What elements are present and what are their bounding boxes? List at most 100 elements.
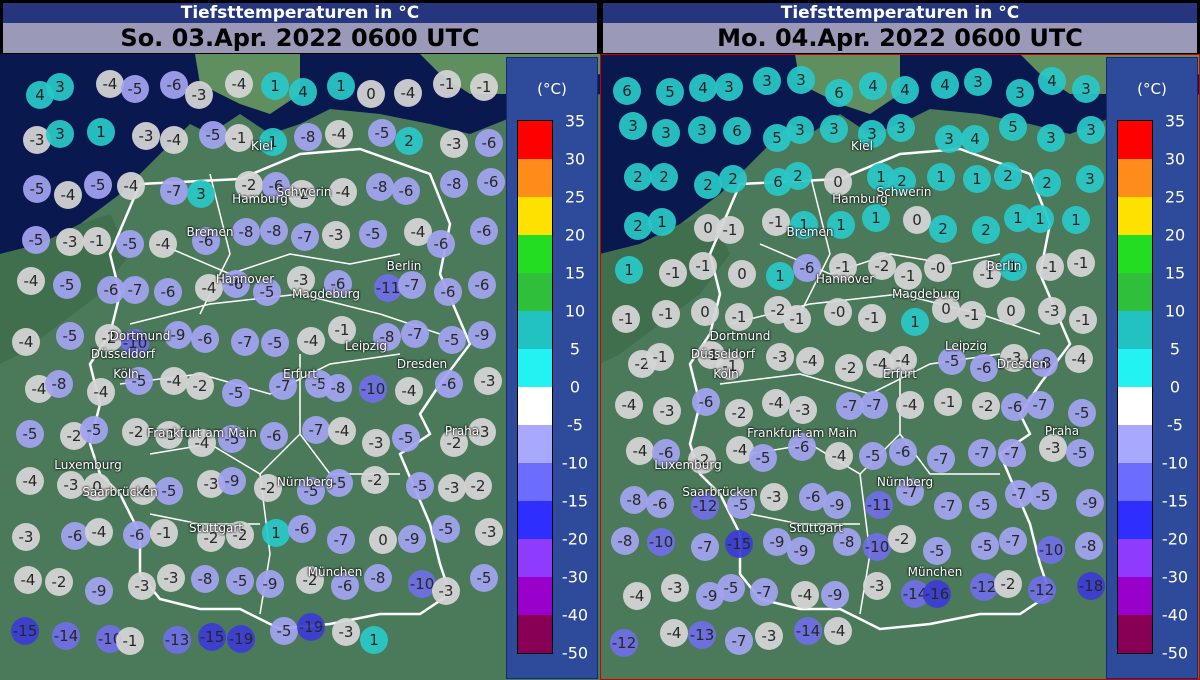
station-value: -7 (1005, 480, 1033, 508)
station-value: 1 (1062, 206, 1090, 234)
legend-label: 10 (564, 301, 586, 321)
station-value: -8 (373, 323, 401, 351)
city-label: Erfurt (283, 367, 317, 381)
station-value: 1 (827, 211, 855, 239)
station-value: -3 (755, 622, 783, 650)
station-value: -7 (896, 478, 924, 506)
city-label: Stuttgart (189, 521, 243, 535)
station-value: 3 (820, 115, 848, 143)
station-value: -1 (783, 305, 811, 333)
station-value: -14 (794, 617, 822, 645)
station-value: -0 (824, 298, 852, 326)
panel-title: Tiefsttemperaturen in °C (603, 3, 1197, 23)
station-value: 1 (1026, 205, 1054, 233)
station-value: -8 (45, 370, 73, 398)
station-value: -1 (973, 260, 1001, 288)
station-value: -4 (297, 327, 325, 355)
station-value: -10 (359, 375, 387, 403)
station-value: -4 (12, 328, 40, 356)
station-value: -16 (923, 580, 951, 608)
legend-unit: (°C) (537, 80, 567, 98)
city-label: Hannover (215, 272, 275, 286)
station-value: 3 (753, 67, 781, 95)
station-value: -2 (688, 446, 716, 474)
station-value: -10 (647, 528, 675, 556)
station-value: -7 (999, 527, 1027, 555)
station-value: -8 (1030, 349, 1058, 377)
station-value: -6 (331, 572, 359, 600)
station-value: 3 (715, 73, 743, 101)
station-value: -7 (860, 391, 888, 419)
station-value: -5 (121, 75, 149, 103)
station-value: -3 (332, 618, 360, 646)
station-value: -6 (470, 217, 498, 245)
station-value: 5 (656, 78, 684, 106)
station-value: 3 (688, 116, 716, 144)
station-value: 3 (786, 116, 814, 144)
station-value: -15 (725, 530, 753, 558)
station-value: -12 (1028, 576, 1056, 604)
station-value: -2 (235, 171, 263, 199)
station-value: -2 (361, 466, 389, 494)
station-value: -5 (218, 425, 246, 453)
station-layer: 4 3 -4 -5 -6 -3 -4 1 4 1 0 -4 -1 -1 -3 3 1 -3 -4 -5 -1 1 -8 -4-… (0, 54, 600, 680)
station-value: 0 (728, 260, 756, 288)
station-value: 0 (997, 297, 1025, 325)
station-value: -5 (23, 175, 51, 203)
station-value: -5 (222, 379, 250, 407)
station-value: -4 (325, 120, 353, 148)
city-label: Nürnberg (876, 475, 934, 489)
station-value: 3 (46, 73, 74, 101)
station-value: 0 (357, 80, 385, 108)
legend-swatch (518, 577, 552, 615)
station-value: -15 (198, 623, 226, 651)
station-value: -2 (197, 524, 225, 552)
station-value: -7 (291, 223, 319, 251)
station-value: -4 (87, 378, 115, 406)
legend-swatch (1118, 501, 1152, 539)
station-value: -8 (440, 170, 468, 198)
station-value: -19 (227, 625, 255, 653)
station-value: -5 (1068, 399, 1096, 427)
station-value: 2 (784, 162, 812, 190)
station-value: -7 (269, 372, 297, 400)
legend-label: -40 (1161, 605, 1189, 625)
city-label: Dortmund (709, 329, 771, 343)
panel-date: Mo. 04.Apr. 2022 0600 UTC (717, 24, 1083, 52)
station-value: -5 (749, 444, 777, 472)
station-value: -1 (829, 253, 857, 281)
station-value: -5 (938, 347, 966, 375)
station-value: -5 (406, 472, 434, 500)
station-value: -3 (432, 577, 460, 605)
city-label: Praha (1044, 424, 1080, 438)
station-value: -3 (468, 418, 496, 446)
station-value: -6 (799, 483, 827, 511)
station-value: 4 (859, 72, 887, 100)
station-value: -1 (83, 227, 111, 255)
station-value: -9 (218, 467, 246, 495)
station-value: -1 (1069, 306, 1097, 334)
station-value: -2 (122, 418, 150, 446)
station-value: -1 (858, 304, 886, 332)
station-value: 0 (932, 295, 960, 323)
station-value: -2 (868, 252, 896, 280)
station-value: -3 (475, 518, 503, 546)
station-value: -1 (659, 259, 687, 287)
station-value: 3 (964, 68, 992, 96)
station-value: 2 (888, 167, 916, 195)
legend-label: 35 (1164, 111, 1186, 131)
station-value: -3 (440, 130, 468, 158)
station-value: -3 (362, 429, 390, 457)
station-value: 2 (972, 216, 1000, 244)
city-label: Köln (713, 367, 739, 381)
station-value: -7 (401, 320, 429, 348)
legend-label: 5 (569, 339, 581, 359)
station-value: -5 (971, 532, 999, 560)
station-value: -8 (324, 374, 352, 402)
station-value: -4 (1065, 345, 1093, 373)
station-value: -3 (1000, 344, 1028, 372)
station-value: -2 (464, 472, 492, 500)
station-value: -5 (297, 477, 325, 505)
station-value: -3 (653, 397, 681, 425)
